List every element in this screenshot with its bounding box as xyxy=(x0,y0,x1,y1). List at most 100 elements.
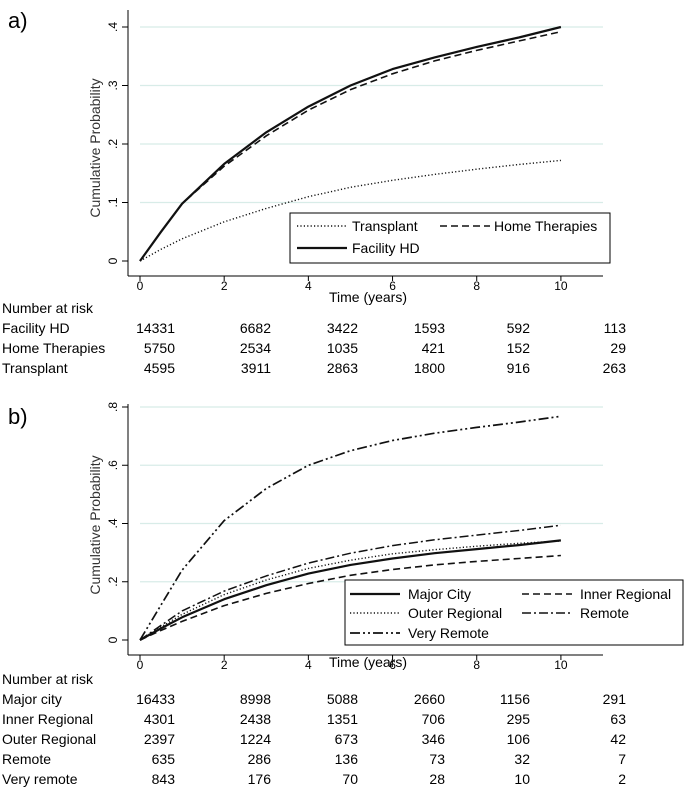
legend-entry: Home Therapies xyxy=(494,218,597,234)
risk-value: 152 xyxy=(506,340,530,356)
y-tick-label: 0 xyxy=(106,257,120,264)
risk-value: 291 xyxy=(602,691,626,707)
chart-panel-a: 0 .1 .2 .3 .4 0 2 4 6 8 10 Cumulative Probability Ti… xyxy=(87,10,611,305)
legend-entry: Very Remote xyxy=(408,625,489,641)
risk-value: 32 xyxy=(514,751,530,767)
risk-row-label: Home Therapies xyxy=(2,340,106,356)
series-line-very-remote xyxy=(139,415,562,641)
series-line-facility-hd xyxy=(139,25,562,262)
x-tick-label: 2 xyxy=(221,658,228,672)
legend-entry: Remote xyxy=(580,605,629,621)
risk-value: 8998 xyxy=(239,691,271,707)
x-tick-label: 6 xyxy=(389,658,396,672)
risk-value: 1224 xyxy=(239,731,271,747)
risk-value: 346 xyxy=(421,731,445,747)
risk-value: 3422 xyxy=(326,320,358,336)
risk-value: 2397 xyxy=(143,731,175,747)
legend-entry: Major City xyxy=(408,586,471,602)
series-line-inner-regional xyxy=(139,554,561,641)
risk-row-label: Facility HD xyxy=(2,320,70,336)
legend: Transplant Home Therapies Facility HD xyxy=(289,212,611,264)
risk-row-label: Remote xyxy=(2,751,52,767)
risk-value: 2438 xyxy=(239,711,271,727)
risk-value: 5750 xyxy=(143,340,175,356)
risk-value: 1035 xyxy=(326,340,358,356)
x-tick-label: 8 xyxy=(473,279,480,293)
y-tick-label: .3 xyxy=(106,80,120,90)
x-tick-label: 8 xyxy=(473,658,480,672)
risk-value: 4595 xyxy=(143,360,175,376)
risk-value: 592 xyxy=(506,320,530,336)
panel-b-label: b) xyxy=(8,404,28,429)
risk-value: 2863 xyxy=(326,360,358,376)
risk-row-label: Major city xyxy=(2,691,62,707)
risk-value: 843 xyxy=(151,771,175,787)
risk-table-row: Facility HD 14331 6682 3422 1593 592 113 xyxy=(0,320,685,340)
x-axis-label: Time (years) xyxy=(329,654,407,670)
panel-a-label: a) xyxy=(8,8,28,33)
x-tick-label: 4 xyxy=(305,279,312,293)
risk-table-title: Number at risk xyxy=(2,300,94,316)
risk-value: 42 xyxy=(610,731,626,747)
y-tick-label: .2 xyxy=(106,576,120,586)
x-axis-label: Time (years) xyxy=(329,289,407,305)
risk-value: 73 xyxy=(429,751,445,767)
risk-value: 635 xyxy=(151,751,175,767)
risk-table-row: Very remote 843 176 70 28 10 2 xyxy=(0,771,685,791)
y-tick-label: .2 xyxy=(106,139,120,149)
risk-table-row: Major city 16433 8998 5088 2660 1156 291 xyxy=(0,691,685,711)
x-tick-label: 10 xyxy=(554,658,568,672)
y-tick-label: .4 xyxy=(106,518,120,528)
risk-value: 2534 xyxy=(239,340,271,356)
risk-value: 1156 xyxy=(499,691,530,707)
legend-entry: Outer Regional xyxy=(408,605,502,621)
y-tick-label: .8 xyxy=(106,402,120,412)
risk-value: 916 xyxy=(506,360,530,376)
risk-table-row: Outer Regional 2397 1224 673 346 106 42 xyxy=(0,731,685,751)
risk-value: 106 xyxy=(506,731,530,747)
x-tick-label: 4 xyxy=(305,658,312,672)
y-axis-label: Cumulative Probability xyxy=(87,78,103,217)
series-line-outer-regional xyxy=(139,540,561,641)
x-tick-label: 0 xyxy=(137,658,144,672)
series-line-major-city xyxy=(139,539,562,641)
risk-value: 1800 xyxy=(413,360,445,376)
risk-value: 29 xyxy=(610,340,626,356)
x-tick-label: 10 xyxy=(554,279,568,293)
risk-table-row: Remote 635 286 136 73 32 7 xyxy=(0,751,685,771)
risk-row-label: Inner Regional xyxy=(2,711,94,727)
y-tick-label: .4 xyxy=(106,22,120,32)
risk-row-label: Outer Regional xyxy=(2,731,97,747)
risk-value: 113 xyxy=(603,320,626,336)
risk-value: 706 xyxy=(421,711,445,727)
risk-value: 7 xyxy=(618,751,626,767)
y-axis-label: Cumulative Probability xyxy=(87,455,103,594)
risk-value: 421 xyxy=(421,340,445,356)
risk-value: 6682 xyxy=(239,320,271,336)
legend: Major City Inner Regional Outer Regional Re… xyxy=(344,579,684,646)
risk-value: 63 xyxy=(610,711,626,727)
risk-value: 136 xyxy=(334,751,358,767)
legend-box xyxy=(344,579,684,646)
risk-value: 1593 xyxy=(413,320,445,336)
risk-value: 10 xyxy=(514,771,530,787)
risk-value: 286 xyxy=(247,751,271,767)
risk-value: 3911 xyxy=(240,360,271,376)
x-tick-label: 0 xyxy=(137,279,144,293)
chart-panel-b: 0 .2 .4 .6 .8 0 2 4 6 8 10 Cumulative Probability Ti… xyxy=(87,402,684,672)
risk-value: 70 xyxy=(342,771,358,787)
risk-row-label: Very remote xyxy=(2,771,78,787)
risk-table-row: Inner Regional 4301 2438 1351 706 295 63 xyxy=(0,711,685,731)
legend-box xyxy=(289,212,611,264)
risk-value: 2660 xyxy=(413,691,445,707)
risk-value: 16433 xyxy=(136,691,175,707)
risk-value: 28 xyxy=(429,771,445,787)
risk-value: 673 xyxy=(334,731,358,747)
y-tick-label: .1 xyxy=(106,197,120,207)
legend-entry: Facility HD xyxy=(352,240,420,256)
risk-value: 4301 xyxy=(143,711,175,727)
risk-table-row: Transplant 4595 3911 2863 1800 916 263 xyxy=(0,360,685,380)
risk-value: 2 xyxy=(618,771,626,787)
risk-value: 263 xyxy=(602,360,626,376)
